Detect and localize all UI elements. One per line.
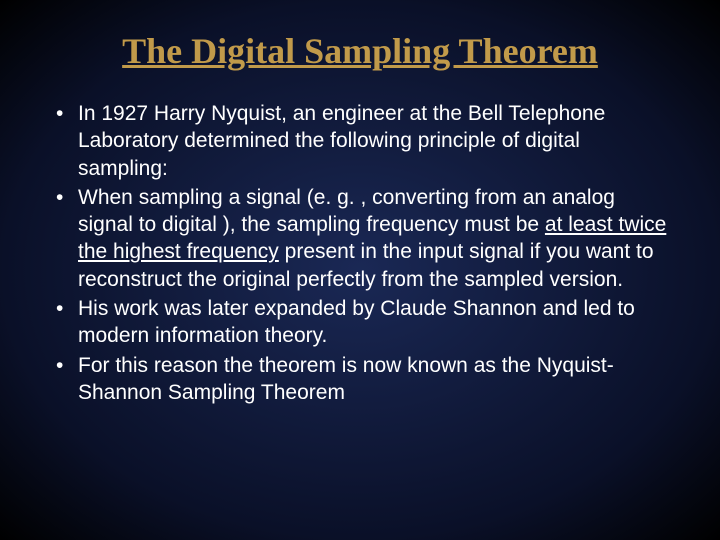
bullet-item: His work was later expanded by Claude Sh… <box>50 295 670 350</box>
slide-title: The Digital Sampling Theorem <box>50 30 670 72</box>
bullet-item: When sampling a signal (e. g. , converti… <box>50 184 670 293</box>
bullet-list: In 1927 Harry Nyquist, an engineer at th… <box>50 100 670 406</box>
bullet-text-segment: the highest frequency <box>78 240 279 263</box>
bullet-text-segment: For this reason the theorem is now known… <box>78 354 614 404</box>
bullet-text-segment: at least twice <box>545 213 666 236</box>
bullet-text-segment: In 1927 Harry Nyquist, an engineer at th… <box>78 102 605 180</box>
bullet-text-segment: His work was later expanded by Claude Sh… <box>78 297 635 347</box>
bullet-item: In 1927 Harry Nyquist, an engineer at th… <box>50 100 670 182</box>
bullet-text-segment: When sampling a signal (e. g. , converti… <box>78 186 615 236</box>
bullet-item: For this reason the theorem is now known… <box>50 352 670 407</box>
